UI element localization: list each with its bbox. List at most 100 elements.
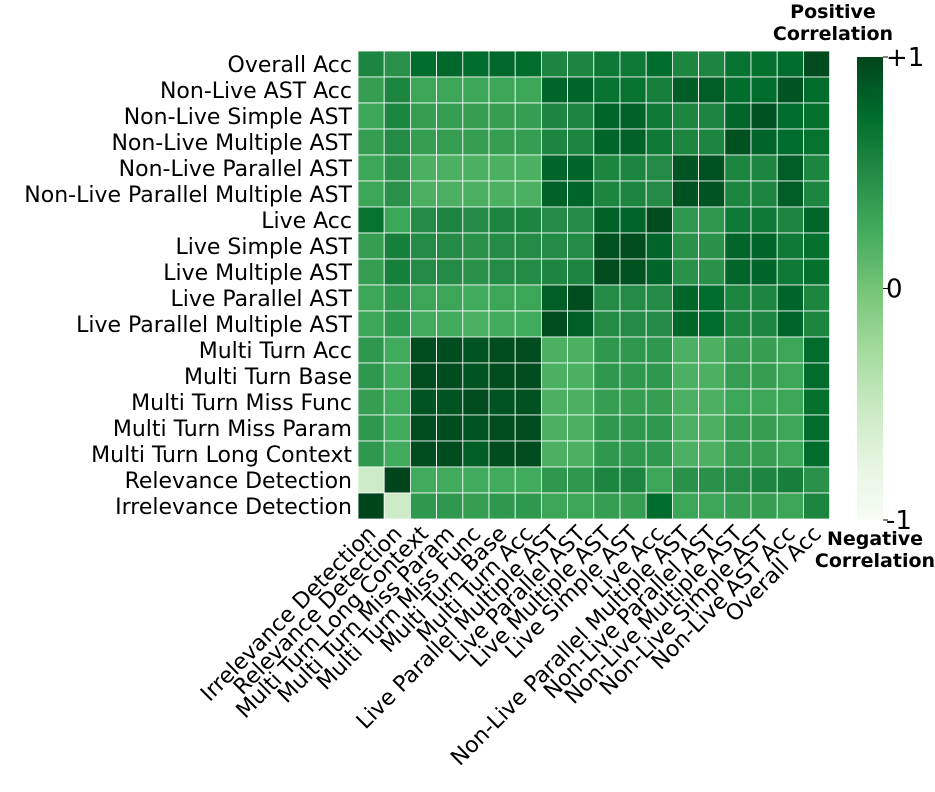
heatmap-cell (567, 388, 595, 416)
heatmap-cell (409, 414, 437, 442)
heatmap-cell (357, 414, 385, 442)
heatmap-cell (619, 440, 647, 468)
heatmap-cell (488, 258, 516, 286)
heatmap-cell (698, 310, 726, 338)
heatmap-cell (541, 440, 569, 468)
heatmap-cell (776, 232, 804, 260)
heatmap-cell (567, 206, 595, 234)
heatmap-cell (462, 388, 490, 416)
heatmap-cell (724, 362, 752, 390)
heatmap-cell (776, 180, 804, 208)
heatmap-cell (514, 102, 542, 130)
heatmap-cell (619, 466, 647, 494)
heatmap-cell (357, 76, 385, 104)
heatmap-cell (750, 76, 778, 104)
heatmap-cell (436, 102, 464, 130)
row-label: Live Parallel Multiple AST (76, 313, 352, 338)
heatmap-cell (698, 154, 726, 182)
heatmap-cell (645, 440, 673, 468)
heatmap-cell (672, 102, 700, 130)
heatmap-cell (541, 388, 569, 416)
heatmap-cell (357, 336, 385, 364)
heatmap-cell (803, 284, 831, 312)
heatmap-cell (645, 492, 673, 520)
heatmap-cell (357, 50, 385, 78)
heatmap-cell (567, 284, 595, 312)
heatmap-cell (567, 76, 595, 104)
heatmap-cell (514, 284, 542, 312)
heatmap-cell (462, 284, 490, 312)
heatmap-cell (357, 492, 385, 520)
heatmap-cell (383, 336, 411, 364)
heatmap-cell (698, 102, 726, 130)
heatmap-cell (488, 284, 516, 312)
heatmap-cell (724, 388, 752, 416)
heatmap-cell (619, 310, 647, 338)
heatmap-cell (541, 414, 569, 442)
heatmap-cell (698, 180, 726, 208)
colorbar-bottom-label: Negative (827, 528, 923, 550)
heatmap-cell (462, 76, 490, 104)
heatmap-cell (593, 76, 621, 104)
heatmap-cell (488, 310, 516, 338)
heatmap-cell (645, 466, 673, 494)
heatmap-cell (462, 310, 490, 338)
heatmap-cell (514, 440, 542, 468)
heatmap-cell (698, 284, 726, 312)
heatmap-cell (541, 232, 569, 260)
heatmap-cell (593, 180, 621, 208)
heatmap-cell (645, 180, 673, 208)
heatmap-cell (803, 180, 831, 208)
heatmap-cell (514, 232, 542, 260)
heatmap-cell (619, 492, 647, 520)
heatmap-cell (409, 102, 437, 130)
heatmap-cell (750, 258, 778, 286)
heatmap-cell (462, 128, 490, 156)
heatmap-cell (357, 232, 385, 260)
heatmap-cell (383, 232, 411, 260)
heatmap-cell (383, 310, 411, 338)
row-label: Irrelevance Detection (115, 495, 352, 520)
heatmap-cell (803, 102, 831, 130)
heatmap-cell (645, 102, 673, 130)
heatmap-cell (593, 440, 621, 468)
heatmap-cell (776, 310, 804, 338)
heatmap-cell (803, 362, 831, 390)
heatmap-cell (698, 492, 726, 520)
heatmap-cell (803, 388, 831, 416)
heatmap-cell (619, 50, 647, 78)
heatmap-cell (645, 76, 673, 104)
heatmap-cell (672, 466, 700, 494)
heatmap-cell (645, 284, 673, 312)
heatmap-cell (672, 414, 700, 442)
heatmap-cell (672, 440, 700, 468)
colorbar-tick-label: 0 (886, 275, 903, 305)
heatmap-cell (698, 258, 726, 286)
heatmap-cell (409, 76, 437, 104)
heatmap-cell (672, 76, 700, 104)
heatmap-cell (803, 232, 831, 260)
heatmap-cell (409, 232, 437, 260)
heatmap-cell (488, 154, 516, 182)
heatmap-cell (619, 232, 647, 260)
heatmap-cell (567, 232, 595, 260)
heatmap-cell (724, 180, 752, 208)
heatmap-cell (750, 50, 778, 78)
heatmap-cell (776, 362, 804, 390)
heatmap-cell (619, 388, 647, 416)
heatmap-cell (436, 154, 464, 182)
heatmap-cell (436, 440, 464, 468)
heatmap-cell (488, 102, 516, 130)
heatmap-cell (645, 206, 673, 234)
heatmap-cell (698, 362, 726, 390)
heatmap-cell (383, 206, 411, 234)
heatmap-cell (803, 440, 831, 468)
heatmap-cell (488, 440, 516, 468)
row-label: Non-Live Multiple AST (111, 131, 352, 156)
heatmap-cell (488, 362, 516, 390)
heatmap-cell (619, 180, 647, 208)
heatmap-cell (593, 258, 621, 286)
heatmap-cell (514, 310, 542, 338)
heatmap-cell (724, 154, 752, 182)
